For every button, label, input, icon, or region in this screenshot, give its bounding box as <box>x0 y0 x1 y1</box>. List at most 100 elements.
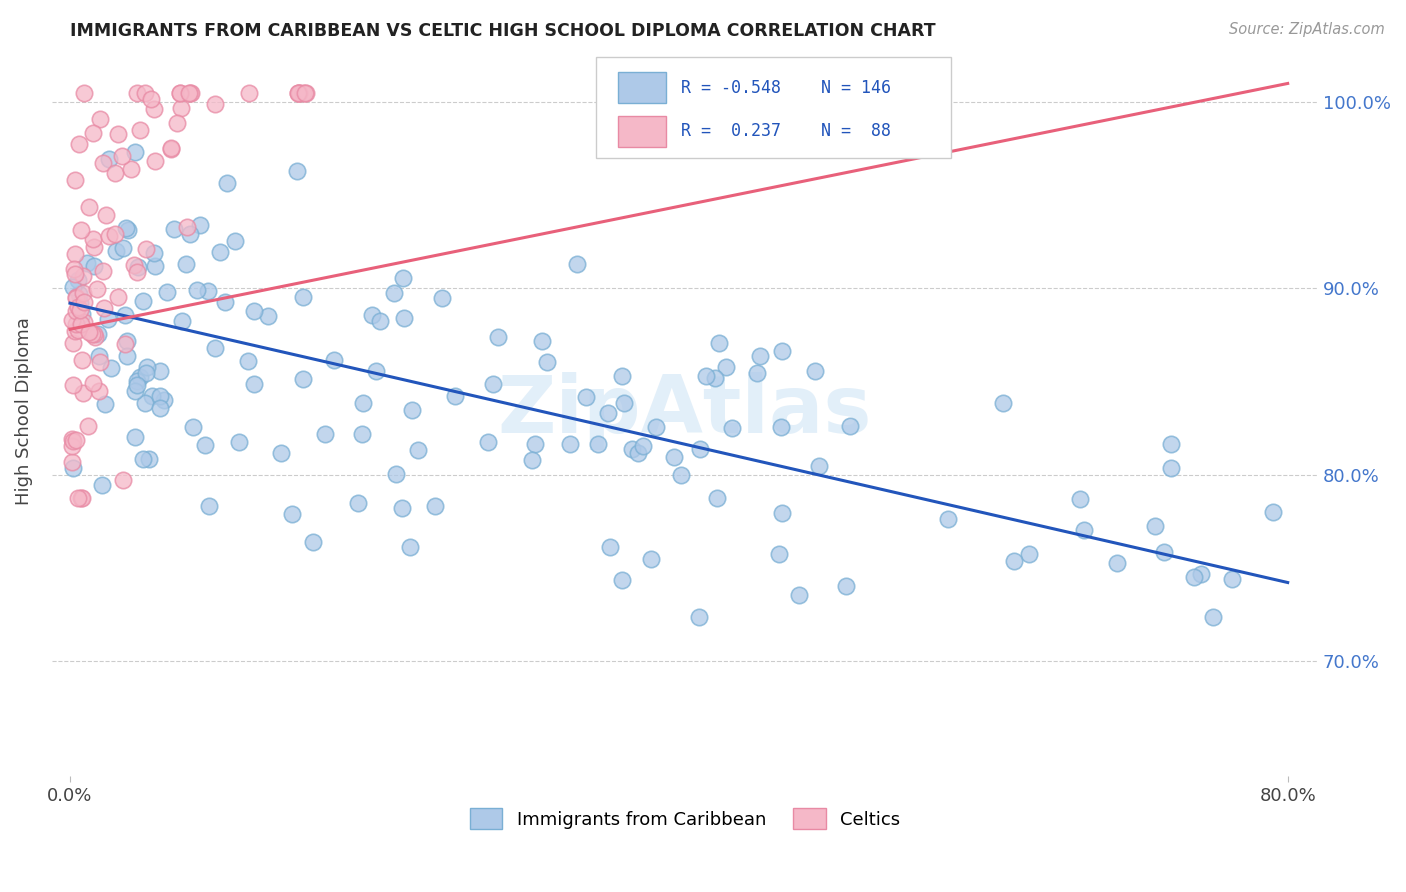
Celtics <box>287 86 309 100</box>
Celtics <box>179 86 201 100</box>
Immigrants from Caribbean <box>745 367 768 381</box>
Immigrants from Caribbean <box>370 314 392 328</box>
Celtics <box>63 324 86 338</box>
Immigrants from Caribbean <box>586 437 609 451</box>
Y-axis label: High School Diploma: High School Diploma <box>15 318 32 505</box>
Immigrants from Caribbean <box>1261 506 1284 520</box>
Immigrants from Caribbean <box>347 496 370 510</box>
Immigrants from Caribbean <box>1182 570 1205 584</box>
Immigrants from Caribbean <box>117 223 139 237</box>
Celtics <box>62 336 84 351</box>
Immigrants from Caribbean <box>808 458 831 473</box>
Celtics <box>65 433 87 447</box>
Celtics <box>107 127 129 141</box>
Celtics <box>169 101 191 115</box>
Celtics <box>139 92 162 106</box>
Immigrants from Caribbean <box>291 290 314 304</box>
Celtics <box>62 378 84 392</box>
Immigrants from Caribbean <box>835 578 858 592</box>
Celtics <box>204 97 226 112</box>
Immigrants from Caribbean <box>156 285 179 299</box>
Celtics <box>94 209 117 223</box>
Immigrants from Caribbean <box>149 401 172 415</box>
Celtics <box>67 491 90 505</box>
Immigrants from Caribbean <box>804 364 827 378</box>
Immigrants from Caribbean <box>770 419 793 434</box>
Immigrants from Caribbean <box>149 389 172 403</box>
Immigrants from Caribbean <box>162 222 184 236</box>
Immigrants from Caribbean <box>352 426 374 441</box>
Immigrants from Caribbean <box>174 257 197 271</box>
Legend: Immigrants from Caribbean, Celtics: Immigrants from Caribbean, Celtics <box>463 801 907 837</box>
Immigrants from Caribbean <box>135 367 157 381</box>
Celtics <box>176 219 198 234</box>
Immigrants from Caribbean <box>1018 547 1040 561</box>
Immigrants from Caribbean <box>523 437 546 451</box>
Celtics <box>111 149 134 163</box>
Immigrants from Caribbean <box>209 245 232 260</box>
Immigrants from Caribbean <box>115 221 138 235</box>
Celtics <box>82 376 104 390</box>
Celtics <box>70 491 93 506</box>
Celtics <box>122 258 145 272</box>
Celtics <box>67 323 90 337</box>
Immigrants from Caribbean <box>536 355 558 369</box>
Immigrants from Caribbean <box>197 499 219 513</box>
Celtics <box>63 173 86 187</box>
Celtics <box>120 162 142 177</box>
Immigrants from Caribbean <box>610 369 633 384</box>
Immigrants from Caribbean <box>114 308 136 322</box>
Celtics <box>292 86 315 100</box>
Celtics <box>69 223 91 237</box>
Celtics <box>72 286 94 301</box>
Celtics <box>65 290 87 304</box>
Celtics <box>125 265 148 279</box>
Immigrants from Caribbean <box>83 259 105 273</box>
Celtics <box>69 303 91 318</box>
Celtics <box>128 123 150 137</box>
Celtics <box>87 384 110 399</box>
Celtics <box>70 353 93 368</box>
Immigrants from Caribbean <box>301 535 323 549</box>
Immigrants from Caribbean <box>1073 523 1095 537</box>
Immigrants from Caribbean <box>575 390 598 404</box>
Celtics <box>70 491 93 506</box>
Celtics <box>65 246 87 260</box>
Celtics <box>65 291 87 305</box>
Celtics <box>134 86 156 100</box>
FancyBboxPatch shape <box>617 116 666 147</box>
Text: R = -0.548    N = 146: R = -0.548 N = 146 <box>681 78 891 96</box>
Immigrants from Caribbean <box>640 551 662 566</box>
Celtics <box>72 268 94 283</box>
Text: R =  0.237    N =  88: R = 0.237 N = 88 <box>681 122 891 140</box>
Immigrants from Caribbean <box>704 371 727 385</box>
Immigrants from Caribbean <box>143 259 166 273</box>
Immigrants from Caribbean <box>67 286 90 301</box>
Celtics <box>166 116 188 130</box>
Celtics <box>135 242 157 256</box>
Immigrants from Caribbean <box>768 548 790 562</box>
Immigrants from Caribbean <box>124 429 146 443</box>
Immigrants from Caribbean <box>423 499 446 513</box>
Immigrants from Caribbean <box>143 245 166 260</box>
Immigrants from Caribbean <box>90 478 112 492</box>
Immigrants from Caribbean <box>135 359 157 374</box>
Immigrants from Caribbean <box>486 330 509 344</box>
Celtics <box>169 86 191 100</box>
Immigrants from Caribbean <box>224 235 246 249</box>
Immigrants from Caribbean <box>285 163 308 178</box>
Immigrants from Caribbean <box>115 349 138 363</box>
Celtics <box>83 240 105 254</box>
Immigrants from Caribbean <box>352 395 374 409</box>
Immigrants from Caribbean <box>228 435 250 450</box>
Immigrants from Caribbean <box>243 376 266 391</box>
Celtics <box>114 336 136 351</box>
Celtics <box>60 313 83 327</box>
Celtics <box>63 267 86 281</box>
Immigrants from Caribbean <box>215 176 238 190</box>
Immigrants from Caribbean <box>291 372 314 386</box>
Text: IMMIGRANTS FROM CARIBBEAN VS CELTIC HIGH SCHOOL DIPLOMA CORRELATION CHART: IMMIGRANTS FROM CARIBBEAN VS CELTIC HIGH… <box>70 22 936 40</box>
Celtics <box>93 156 115 170</box>
FancyBboxPatch shape <box>596 57 950 158</box>
Immigrants from Caribbean <box>104 244 127 259</box>
